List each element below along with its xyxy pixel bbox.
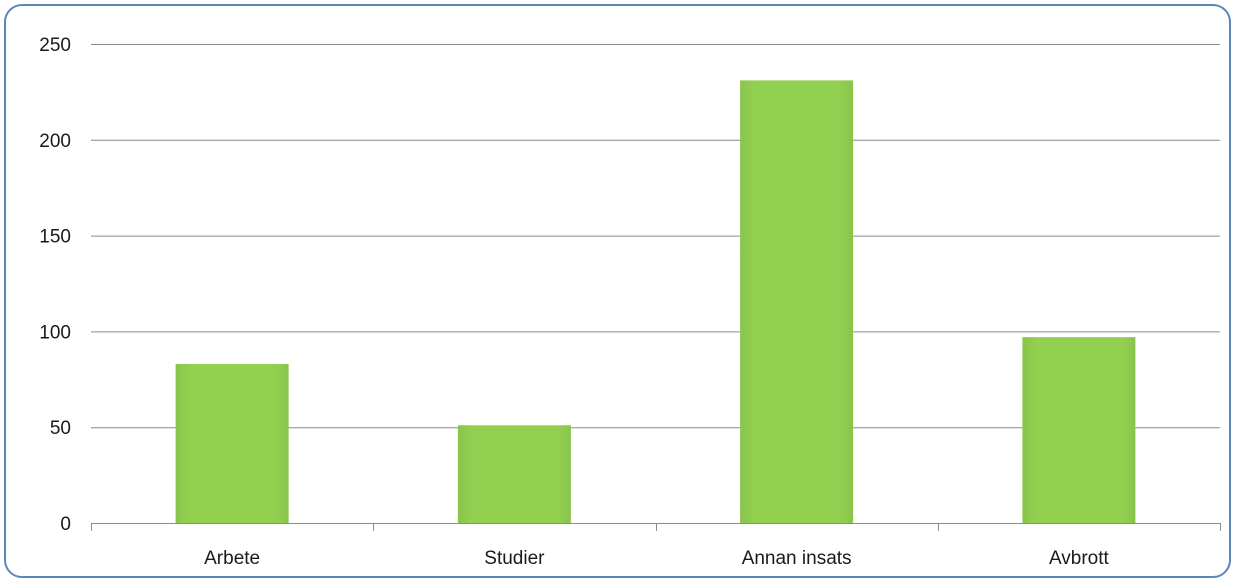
bar-arbete	[176, 364, 289, 523]
y-tick-label: 200	[39, 131, 71, 152]
y-tick-label: 250	[39, 35, 71, 56]
bars	[176, 80, 1136, 523]
bar-group	[458, 425, 571, 523]
bar-studier	[458, 425, 571, 523]
x-tick-label: Avbrott	[1049, 548, 1110, 569]
bar-annan-insats	[740, 80, 853, 523]
x-tick-label: Annan insats	[742, 548, 852, 569]
y-tick-label: 150	[39, 227, 71, 248]
x-axis	[91, 523, 1221, 531]
x-tick-label: Studier	[484, 548, 545, 569]
bar-group	[176, 364, 289, 523]
x-tick-label: Arbete	[204, 548, 260, 569]
bar-group	[740, 80, 853, 523]
y-tick-label: 0	[60, 514, 71, 535]
y-axis-tick-labels: 0 50 100 150 200 250	[39, 35, 71, 535]
bar-group	[1022, 337, 1135, 523]
y-tick-label: 50	[50, 418, 71, 439]
bar-avbrott	[1022, 337, 1135, 523]
x-axis-tick-labels: Arbete Studier Annan insats Avbrott	[204, 548, 1109, 569]
y-tick-label: 100	[39, 322, 71, 343]
